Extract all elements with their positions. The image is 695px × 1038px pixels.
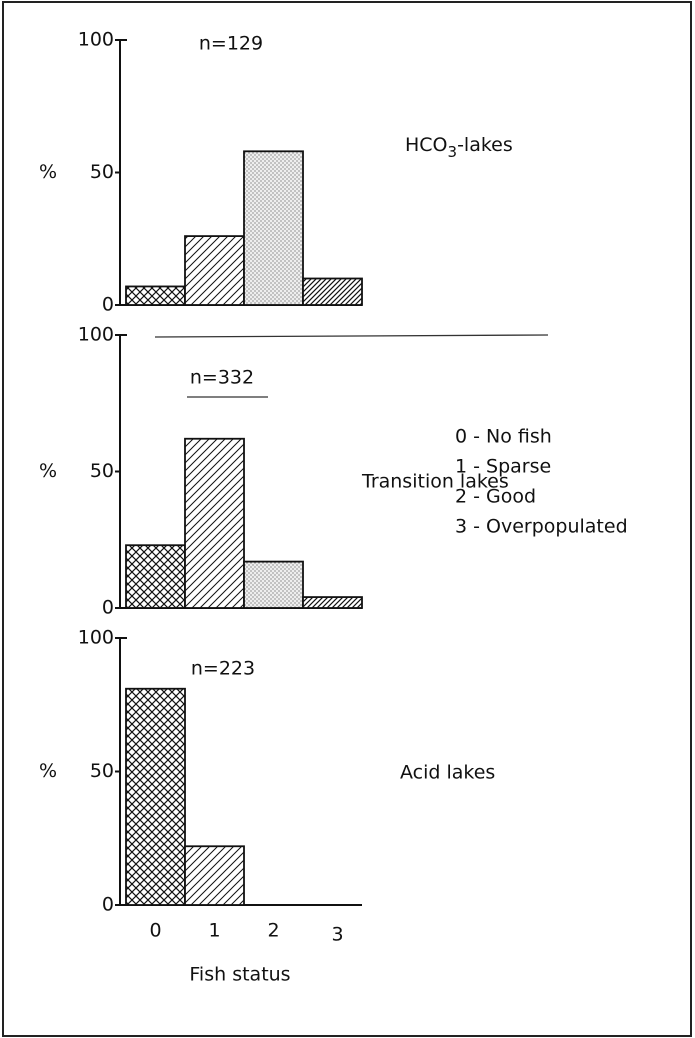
y-axis-label: % bbox=[39, 161, 57, 183]
bar bbox=[302, 596, 363, 609]
x-axis-label: Fish status bbox=[189, 964, 290, 986]
bar bbox=[125, 687, 186, 906]
x-tick-label: 2 bbox=[267, 920, 279, 942]
y-tick-label: 50 bbox=[90, 161, 114, 183]
bar bbox=[184, 235, 245, 306]
y-axis-label: % bbox=[39, 460, 57, 482]
y-tick-label: 0 bbox=[102, 894, 114, 916]
x-tick-label: 0 bbox=[149, 920, 161, 942]
bar bbox=[125, 544, 186, 609]
annotation: n=223 bbox=[191, 658, 255, 680]
annotation: HCO3-lakes bbox=[405, 134, 513, 161]
y-tick-label: 50 bbox=[90, 760, 114, 782]
bar bbox=[302, 277, 363, 306]
x-tick-label: 1 bbox=[208, 920, 220, 942]
annotation: n=332 bbox=[190, 367, 254, 389]
legend-entry: 1 - Sparse bbox=[455, 456, 551, 478]
bar bbox=[125, 285, 186, 306]
y-tick-label: 100 bbox=[78, 627, 114, 649]
y-tick-label: 100 bbox=[78, 29, 114, 51]
bar bbox=[243, 150, 304, 306]
bar bbox=[184, 845, 245, 906]
legend-entry: 3 - Overpopulated bbox=[455, 516, 628, 538]
x-tick-label: 3 bbox=[331, 924, 343, 946]
y-axis-label: % bbox=[39, 760, 57, 782]
legend-entry: 2 - Good bbox=[455, 486, 536, 508]
y-tick-label: 0 bbox=[102, 294, 114, 316]
bar bbox=[243, 560, 304, 609]
annotation: Transition lakes bbox=[361, 471, 509, 493]
annotation: n=129 bbox=[199, 33, 263, 55]
separator bbox=[154, 334, 549, 338]
y-tick-label: 0 bbox=[102, 597, 114, 619]
y-tick-label: 50 bbox=[90, 460, 114, 482]
y-tick-label: 100 bbox=[78, 324, 114, 346]
legend-entry: 0 - No fish bbox=[455, 426, 552, 448]
annotation: Acid lakes bbox=[400, 762, 495, 784]
bar bbox=[184, 437, 245, 609]
